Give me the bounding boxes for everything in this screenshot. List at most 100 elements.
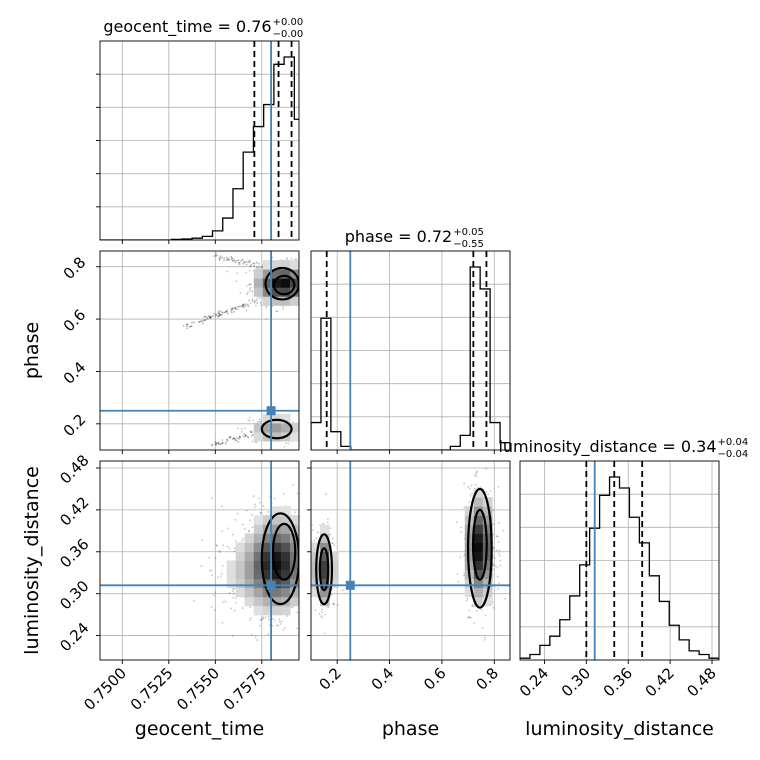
sample-point — [303, 533, 305, 535]
density-cell — [226, 560, 237, 571]
sample-point — [210, 444, 213, 447]
sample-point — [492, 523, 495, 526]
sample-point — [214, 557, 217, 559]
x-tick-label: 0.36 — [600, 664, 636, 700]
sample-point — [265, 318, 267, 321]
sample-point — [304, 267, 306, 269]
sample-point — [242, 262, 244, 265]
sample-point — [302, 548, 304, 550]
sample-point — [248, 283, 250, 286]
sample-point — [304, 568, 306, 570]
sample-point — [300, 567, 302, 569]
sample-point — [245, 303, 247, 306]
sample-point — [245, 434, 247, 437]
sample-point — [200, 565, 203, 567]
sample-point — [282, 629, 285, 631]
sample-point — [233, 588, 235, 591]
contour-level — [271, 522, 297, 581]
sample-point — [331, 541, 334, 544]
density-cell — [320, 533, 330, 543]
sample-point — [244, 304, 247, 307]
sample-point — [217, 443, 220, 445]
density-cell — [271, 560, 282, 571]
sample-point — [498, 549, 501, 552]
sample-point — [470, 484, 473, 487]
sample-point — [468, 501, 471, 504]
sample-point — [256, 267, 259, 270]
sample-point — [231, 257, 233, 260]
sample-point — [498, 521, 501, 524]
sample-point — [305, 500, 307, 502]
density-cell — [482, 578, 493, 589]
sample-point — [329, 527, 332, 530]
sample-point — [309, 553, 311, 555]
sample-point — [306, 550, 308, 552]
sample-point — [214, 441, 217, 443]
density-cell — [280, 569, 291, 580]
density-cell — [262, 569, 273, 580]
density-cell — [280, 287, 291, 297]
contour-level — [467, 487, 493, 609]
sample-point — [213, 594, 216, 597]
sample-point — [287, 442, 290, 445]
sample-point — [476, 450, 478, 452]
sample-point — [240, 305, 243, 308]
sample-point — [189, 325, 192, 328]
y-tick-label: 0.24 — [56, 619, 92, 655]
sample-point — [308, 573, 310, 575]
sample-point — [245, 309, 248, 312]
sample-point — [233, 437, 236, 440]
sample-point — [255, 261, 258, 264]
sample-point — [206, 317, 209, 320]
sample-point — [216, 544, 218, 547]
sample-point — [497, 587, 499, 590]
sample-point — [259, 618, 261, 621]
density-cell — [262, 551, 273, 561]
x-tick-label: 0.30 — [558, 664, 594, 700]
sample-point — [301, 282, 303, 284]
sample-point — [231, 437, 234, 440]
sample-point — [254, 441, 257, 443]
sample-point — [205, 316, 208, 319]
sample-point — [304, 572, 306, 574]
sample-point — [308, 272, 310, 274]
sample-point — [306, 583, 308, 585]
sample-point — [221, 530, 224, 533]
sample-point — [211, 315, 214, 317]
sample-point — [301, 279, 303, 281]
sample-point — [218, 314, 221, 316]
sample-point — [301, 278, 303, 280]
sample-point — [214, 315, 217, 318]
density-cell — [253, 560, 264, 571]
density-cell — [473, 596, 484, 607]
sample-point — [326, 518, 329, 521]
sample-point — [469, 487, 471, 490]
sample-point — [248, 419, 251, 422]
sample-point — [219, 443, 222, 446]
sample-point — [254, 503, 256, 506]
sample-point — [301, 269, 303, 271]
sample-point — [233, 609, 236, 612]
density-cell — [280, 605, 291, 616]
title-text: luminosity_distance = 0.34 — [498, 437, 716, 457]
sample-point — [237, 440, 240, 443]
sample-point — [327, 606, 330, 609]
density-cell — [253, 524, 264, 534]
sample-point — [229, 436, 231, 439]
sample-point — [301, 562, 303, 564]
panel-2-2-grid — [520, 461, 719, 660]
sample-point — [232, 533, 234, 536]
sample-point — [230, 311, 233, 314]
sample-point — [492, 547, 495, 550]
density-cell — [262, 422, 273, 433]
sample-point — [232, 596, 235, 599]
sample-point — [299, 292, 301, 294]
sample-point — [300, 505, 302, 507]
sample-point — [304, 526, 306, 528]
sample-point — [307, 281, 309, 283]
density-cell — [320, 560, 330, 571]
sample-point — [329, 533, 332, 536]
density-cell — [235, 560, 246, 571]
sample-point — [333, 603, 335, 606]
sample-point — [227, 258, 230, 260]
